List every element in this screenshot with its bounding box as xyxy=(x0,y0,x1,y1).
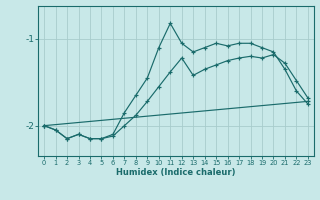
X-axis label: Humidex (Indice chaleur): Humidex (Indice chaleur) xyxy=(116,168,236,177)
